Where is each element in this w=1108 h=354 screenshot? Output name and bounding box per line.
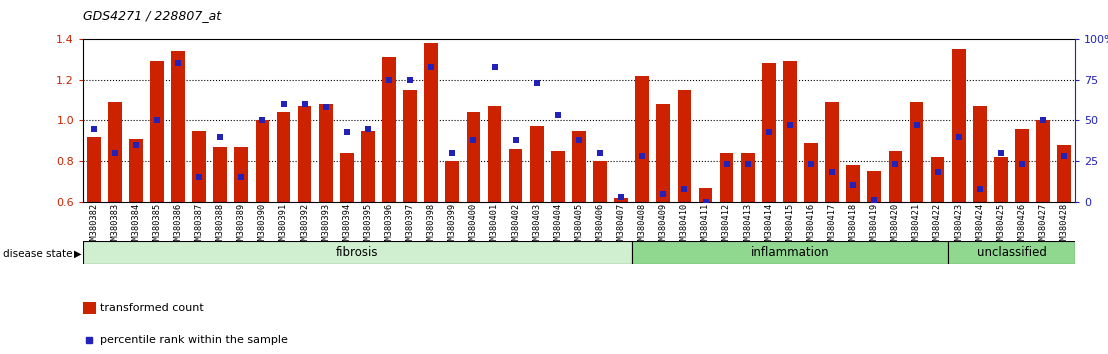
Bar [678, 90, 691, 202]
Bar [593, 161, 607, 202]
Bar [277, 112, 290, 202]
Bar [298, 106, 311, 202]
Bar [530, 126, 544, 202]
Bar [361, 131, 375, 202]
Text: GDS4271 / 228807_at: GDS4271 / 228807_at [83, 9, 222, 22]
Bar [129, 139, 143, 202]
Bar [86, 137, 101, 202]
Bar [741, 153, 755, 202]
Text: disease state: disease state [3, 249, 73, 259]
Bar [424, 43, 438, 202]
Bar [172, 51, 185, 202]
Bar [445, 161, 459, 202]
Bar [783, 61, 797, 202]
Bar [509, 149, 523, 202]
Bar [150, 61, 164, 202]
Bar [948, 241, 1075, 264]
Text: inflammation: inflammation [750, 246, 829, 259]
Bar [193, 131, 206, 202]
Bar [889, 151, 902, 202]
Bar [847, 165, 860, 202]
Text: transformed count: transformed count [100, 303, 204, 313]
Bar [572, 131, 586, 202]
Bar [340, 153, 353, 202]
Text: unclassified: unclassified [976, 246, 1046, 259]
Bar [551, 151, 565, 202]
Bar [868, 171, 881, 202]
Bar [466, 112, 480, 202]
Bar [382, 57, 396, 202]
Bar [931, 157, 944, 202]
Bar [488, 106, 502, 202]
Bar [403, 90, 417, 202]
Bar [994, 157, 1008, 202]
Bar [656, 104, 670, 202]
Bar [699, 188, 712, 202]
Bar [762, 63, 776, 202]
Bar [635, 76, 649, 202]
Bar [256, 120, 269, 202]
Bar [1015, 129, 1029, 202]
Bar [214, 147, 227, 202]
Bar [825, 102, 839, 202]
Bar [720, 153, 733, 202]
Bar [973, 106, 986, 202]
Bar [235, 147, 248, 202]
Bar [614, 198, 628, 202]
Bar [1057, 145, 1071, 202]
Text: fibrosis: fibrosis [336, 246, 379, 259]
Bar [319, 104, 332, 202]
Bar [632, 241, 948, 264]
Bar [910, 102, 923, 202]
Bar [107, 102, 122, 202]
Text: percentile rank within the sample: percentile rank within the sample [100, 335, 288, 345]
Bar [804, 143, 818, 202]
Bar [1036, 120, 1050, 202]
Bar [83, 241, 632, 264]
Bar [952, 49, 965, 202]
Text: ▶: ▶ [74, 249, 82, 259]
